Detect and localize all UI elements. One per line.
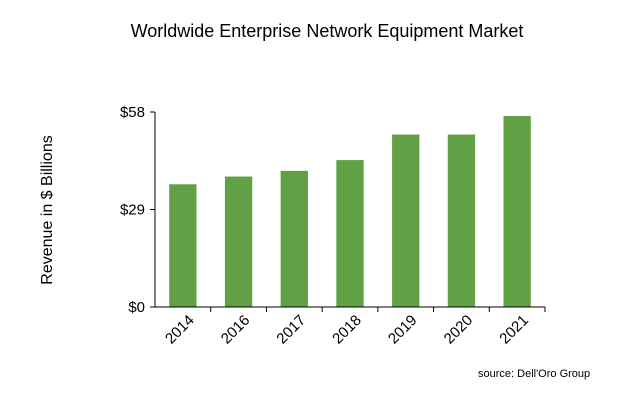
x-tick-label-2017: 2017	[273, 312, 309, 348]
x-tick-label-2020: 2020	[441, 312, 477, 348]
y-tick-label: $29	[120, 202, 145, 219]
bar-2014	[169, 184, 197, 307]
y-ticks-group: $0 $29 $58	[120, 104, 155, 316]
bar-2021	[503, 116, 531, 307]
source-note: source: Dell'Oro Group	[478, 368, 590, 380]
x-tick-label-2019: 2019	[385, 312, 421, 348]
y-tick-label: $58	[120, 104, 145, 121]
chart-title: Worldwide Enterprise Network Equipment M…	[131, 21, 524, 41]
bars-group	[169, 116, 531, 307]
bar-2018	[336, 160, 364, 307]
bar-2020	[447, 134, 476, 307]
y-axis-title: Revenue in $ Billions	[39, 135, 56, 284]
x-tick-label-2016: 2016	[218, 312, 254, 348]
x-tick-label-2018: 2018	[329, 312, 365, 348]
x-ticks-group: 2014 2016 2017 2018 2019 2020 2021	[162, 307, 546, 348]
x-tick-label-2014: 2014	[162, 312, 198, 348]
bar-2017	[280, 170, 308, 307]
bar-2019	[392, 134, 420, 307]
y-tick-label: $0	[128, 299, 145, 316]
bar-2016	[224, 176, 253, 307]
x-tick-label-2021: 2021	[496, 312, 532, 348]
